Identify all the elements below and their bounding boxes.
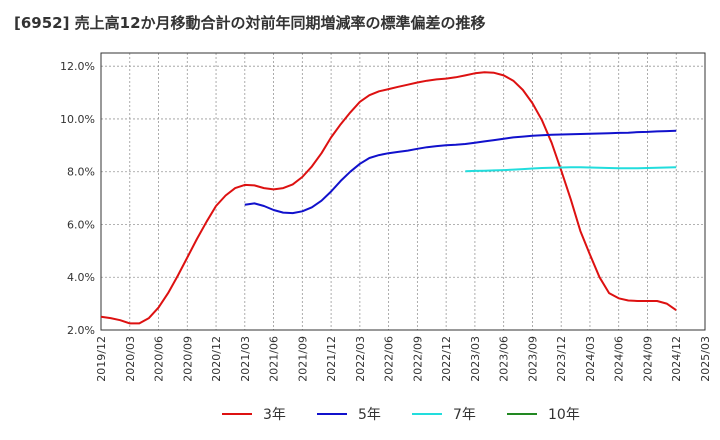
x-tick-label: 2025/03 xyxy=(699,336,712,382)
legend-label-1: 5年 xyxy=(358,407,381,423)
x-tick-label: 2022/06 xyxy=(383,336,396,382)
x-tick-label: 2021/12 xyxy=(325,336,338,382)
x-tick-label: 2023/06 xyxy=(498,336,511,382)
legend-label-3: 10年 xyxy=(548,407,580,423)
series-line-0 xyxy=(100,71,677,325)
y-tick-label: 6.0% xyxy=(67,218,95,231)
x-tick-label: 2024/03 xyxy=(584,336,597,382)
x-tick-label: 2020/06 xyxy=(153,336,166,382)
x-tick-label: 2023/09 xyxy=(526,336,539,382)
y-axis: 2.0% 4.0% 6.0% 8.0% 10.0% 12.0% xyxy=(60,60,95,337)
y-tick-label: 10.0% xyxy=(60,113,95,126)
x-tick-label: 2024/06 xyxy=(613,336,626,382)
x-tick-label: 2020/12 xyxy=(210,336,223,382)
x-tick-label: 2020/03 xyxy=(124,336,137,382)
x-tick-label: 2024/09 xyxy=(641,336,654,382)
legend-label-2: 7年 xyxy=(453,407,476,423)
x-axis: 2019/12 2020/03 2020/06 2020/09 2020/12 2021/… xyxy=(95,336,712,382)
x-tick-label: 2021/03 xyxy=(239,336,252,382)
series-line-1 xyxy=(244,129,677,215)
series-line-2 xyxy=(465,166,677,173)
y-tick-label: 4.0% xyxy=(67,271,95,284)
y-tick-label: 12.0% xyxy=(60,60,95,73)
x-tick-label: 2024/12 xyxy=(670,336,683,382)
grid xyxy=(100,53,706,331)
y-tick-label: 8.0% xyxy=(67,166,95,179)
legend: 3年 5年 7年 10年 xyxy=(222,407,580,423)
y-tick-label: 2.0% xyxy=(67,324,95,337)
x-tick-label: 2022/09 xyxy=(411,336,424,382)
x-tick-label: 2019/12 xyxy=(95,336,108,382)
x-tick-label: 2022/12 xyxy=(440,336,453,382)
x-tick-label: 2023/03 xyxy=(469,336,482,382)
series-lines xyxy=(100,71,677,325)
chart-title: [6952] 売上高12か月移動合計の対前年同期増減率の標準偏差の推移 xyxy=(14,14,486,32)
x-tick-label: 2022/03 xyxy=(354,336,367,382)
plot-area xyxy=(100,52,706,331)
x-tick-label: 2021/09 xyxy=(296,336,309,382)
x-tick-label: 2020/09 xyxy=(181,336,194,382)
x-tick-label: 2021/06 xyxy=(268,336,281,382)
x-tick-label: 2023/12 xyxy=(555,336,568,382)
legend-label-0: 3年 xyxy=(263,407,286,423)
